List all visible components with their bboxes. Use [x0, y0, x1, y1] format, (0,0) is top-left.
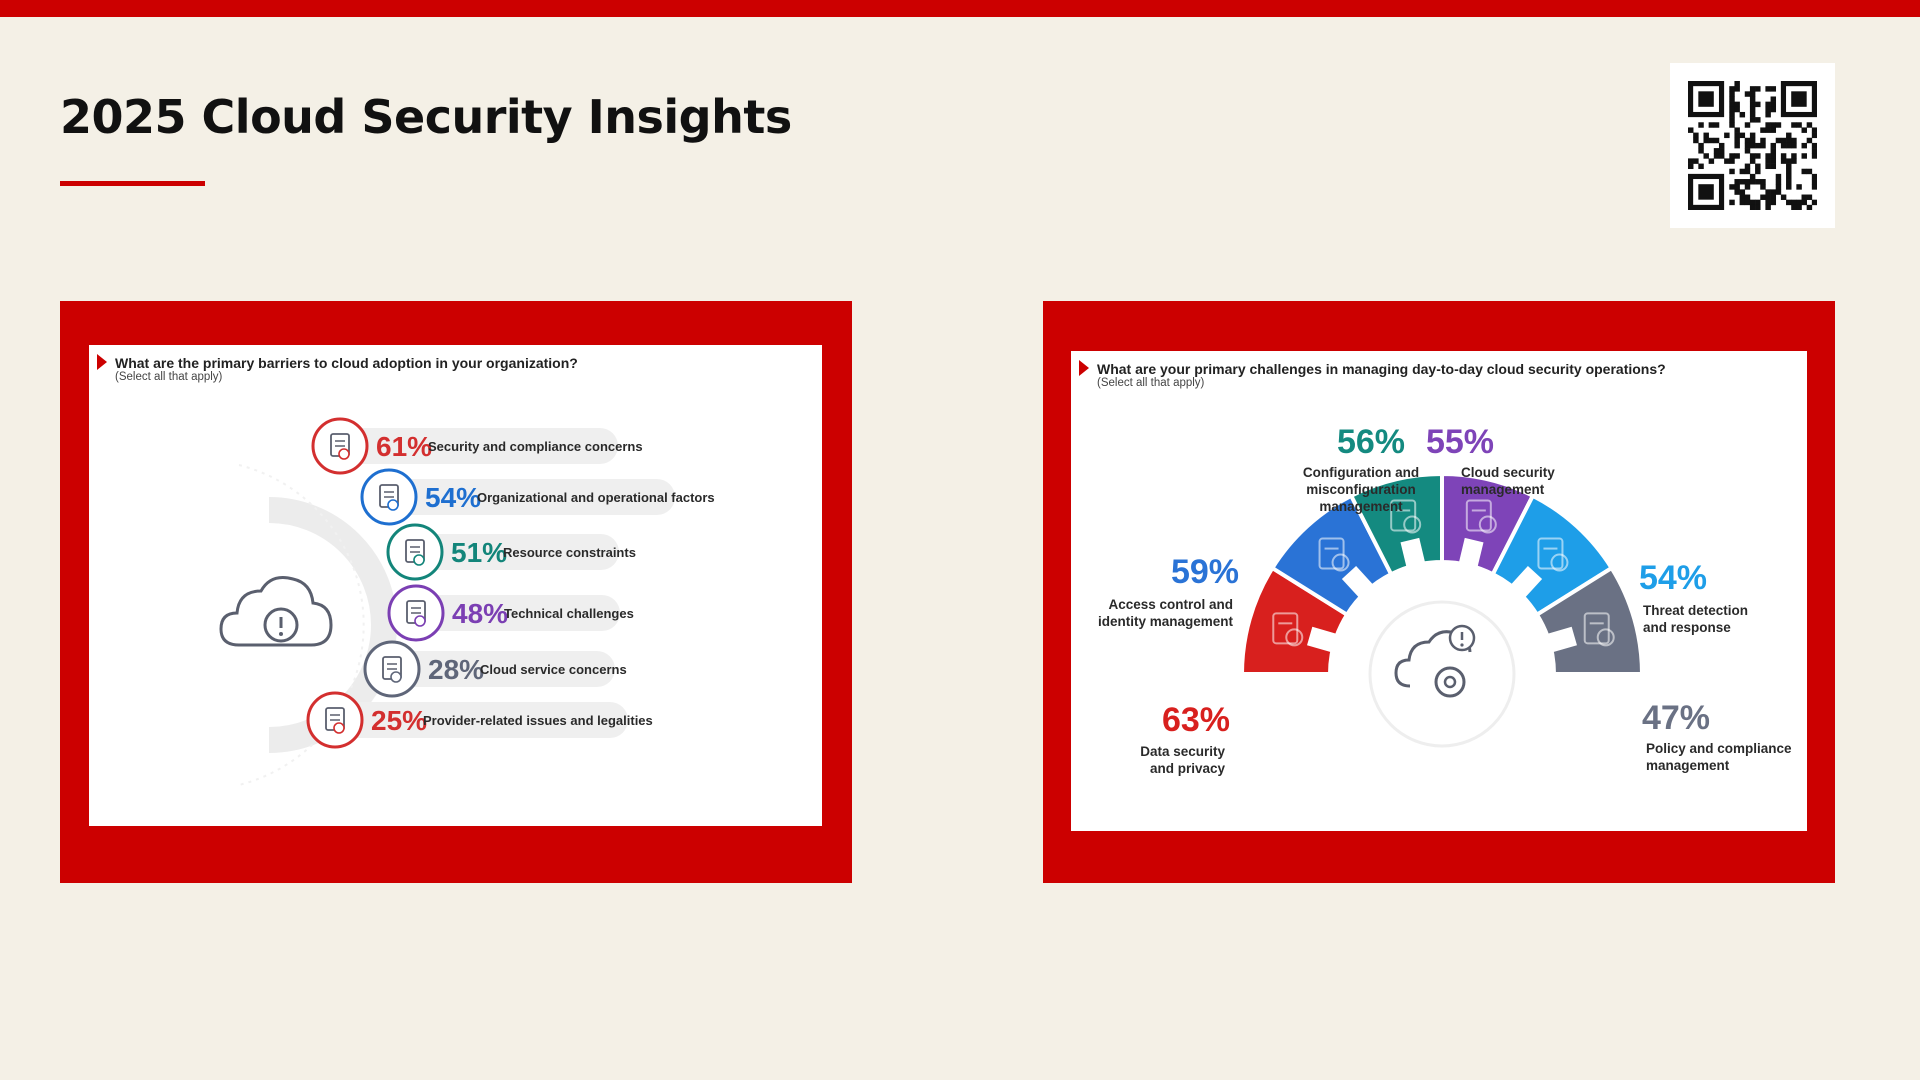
challenge-value-label: 55%	[1426, 423, 1494, 461]
barrier-value-label: 25%	[371, 705, 427, 736]
challenge-category-label: Threat detection	[1643, 603, 1748, 618]
gear-tooth	[1508, 566, 1543, 600]
gear-tooth	[1400, 537, 1426, 570]
title-underline	[60, 181, 205, 186]
barrier-row: 28%Cloud service concerns	[363, 640, 627, 698]
barrier-value-label: 51%	[451, 537, 507, 568]
barrier-row: 25%Provider-related issues and legalitie…	[306, 691, 653, 749]
challenge-category-label: Policy and compliance	[1646, 741, 1792, 756]
barrier-value-label: 54%	[425, 482, 481, 513]
barriers-chart-panel: What are the primary barriers to cloud a…	[60, 301, 852, 883]
challenge-category-label: and privacy	[1150, 761, 1226, 776]
challenge-value-label: 63%	[1162, 701, 1230, 739]
barrier-pill	[380, 651, 615, 687]
page-title: 2025 Cloud Security Insights	[60, 90, 792, 144]
barrier-category-label: Organizational and operational factors	[477, 490, 715, 505]
barrier-row: 48%Technical challenges	[387, 584, 634, 642]
user-icon	[379, 484, 399, 511]
barrier-pill	[377, 479, 675, 515]
barrier-category-label: Security and compliance concerns	[428, 439, 643, 454]
challenge-category-label: management	[1461, 482, 1545, 497]
barrier-pill	[404, 595, 620, 631]
gear-tooth	[1458, 537, 1484, 570]
challenges-question-note: (Select all that apply)	[1097, 377, 1205, 389]
barrier-value-label: 28%	[428, 654, 484, 685]
qr-code-icon	[1688, 81, 1817, 210]
gear-tooth	[1307, 626, 1340, 654]
challenge-category-label: Data security	[1140, 744, 1225, 759]
challenges-chart-card: What are your primary challenges in mana…	[1071, 351, 1807, 831]
gear-warning-icon	[406, 600, 426, 627]
barrier-row: 61%Security and compliance concerns	[311, 417, 643, 475]
cloud-gear-icon	[382, 656, 402, 683]
cloud-gear-alert-icon	[1394, 624, 1476, 698]
cloud-key-icon	[1465, 499, 1497, 534]
challenge-value-label: 54%	[1639, 559, 1707, 597]
barrier-category-label: Resource constraints	[503, 545, 636, 560]
barrier-category-label: Provider-related issues and legalities	[423, 713, 653, 728]
bug-search-icon	[1537, 537, 1569, 572]
challenge-category-label: identity management	[1098, 614, 1234, 629]
gear-tooth	[1341, 566, 1376, 600]
document-shield-icon	[1272, 612, 1304, 647]
question-marker-icon	[97, 354, 107, 370]
question-marker-icon	[1079, 360, 1089, 376]
document-seal-icon	[330, 433, 350, 460]
barriers-question: What are the primary barriers to cloud a…	[115, 355, 578, 371]
barrier-row: 51%Resource constraints	[386, 523, 636, 581]
calculator-icon	[405, 539, 425, 566]
barrier-category-label: Cloud service concerns	[480, 662, 627, 677]
policy-scroll-icon	[1583, 612, 1615, 647]
top-accent-bar	[0, 0, 1920, 17]
challenges-chart-panel: What are your primary challenges in mana…	[1043, 301, 1835, 883]
barriers-question-note: (Select all that apply)	[115, 371, 223, 383]
challenge-value-label: 59%	[1171, 553, 1239, 591]
barriers-chart: 61%Security and compliance concerns54%Or…	[219, 417, 715, 786]
barrier-value-label: 61%	[376, 431, 432, 462]
decorative-arc	[238, 464, 365, 786]
challenge-category-label: misconfiguration	[1306, 482, 1416, 497]
challenges-question: What are your primary challenges in mana…	[1097, 361, 1666, 377]
barrier-pill	[403, 534, 619, 570]
cloud-alert-icon	[219, 576, 333, 647]
barrier-value-label: 48%	[452, 598, 508, 629]
challenge-value-label: 56%	[1337, 423, 1405, 461]
challenge-category-label: and response	[1643, 620, 1731, 635]
challenge-category-label: Cloud security	[1461, 465, 1555, 480]
challenge-category-label: Configuration and	[1303, 465, 1419, 480]
invoice-icon	[325, 707, 345, 734]
barrier-row: 54%Organizational and operational factor…	[360, 468, 715, 526]
gear-tooth	[1544, 626, 1577, 654]
barrier-pill	[323, 702, 628, 738]
challenges-chart: 63% Data security and privacy 59% Access con…	[1098, 423, 1792, 776]
challenge-category-label: management	[1646, 758, 1730, 773]
id-card-shield-icon	[1318, 537, 1350, 572]
challenge-category-label: management	[1319, 499, 1403, 514]
challenge-value-label: 47%	[1642, 699, 1710, 737]
lock-gear-icon	[1390, 499, 1422, 534]
barriers-chart-card: What are the primary barriers to cloud a…	[89, 345, 822, 826]
qr-code[interactable]	[1670, 63, 1835, 228]
barrier-pill	[328, 428, 618, 464]
challenge-category-label: Access control and	[1108, 597, 1233, 612]
barrier-category-label: Technical challenges	[504, 606, 634, 621]
